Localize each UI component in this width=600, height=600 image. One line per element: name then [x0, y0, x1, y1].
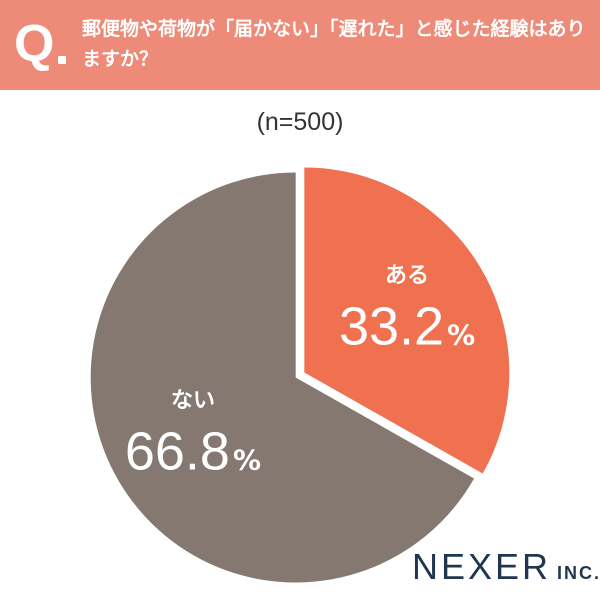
slice-category-label: ない [171, 388, 215, 413]
logo-sub: INC. [557, 563, 600, 583]
q-mark: Q [14, 15, 55, 73]
question-banner: Q 郵便物や荷物が「届かない」「遅れた」と感じた経験はありますか？ [0, 0, 600, 90]
pie-slice-yes [304, 167, 510, 474]
slice-value-label: 33.2% [339, 297, 475, 357]
logo-main: NEXER [412, 546, 552, 587]
question-text: 郵便物や荷物が「届かない」「遅れた」と感じた経験はありますか？ [82, 18, 586, 70]
slice-category-label: ある [385, 264, 429, 289]
sample-size: (n=500) [256, 108, 344, 136]
slice-value-label: 66.8% [125, 421, 261, 481]
pie-slice-no [90, 172, 475, 583]
nexer-logo: NEXER INC. [412, 546, 600, 588]
q-dot [58, 56, 66, 64]
